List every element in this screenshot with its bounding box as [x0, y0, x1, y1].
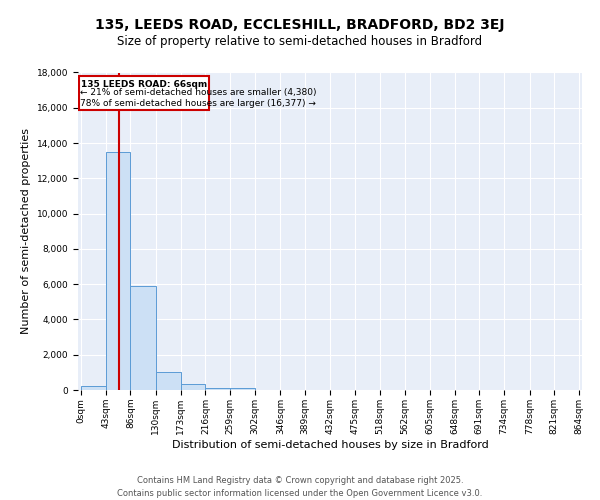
- Bar: [130, 286, 156, 390]
- Y-axis label: Number of semi-detached properties: Number of semi-detached properties: [21, 128, 31, 334]
- X-axis label: Distribution of semi-detached houses by size in Bradford: Distribution of semi-detached houses by …: [172, 440, 488, 450]
- Text: 78% of semi-detached houses are larger (16,377) →: 78% of semi-detached houses are larger (…: [80, 99, 316, 108]
- Bar: [81, 386, 106, 390]
- Text: ← 21% of semi-detached houses are smaller (4,380): ← 21% of semi-detached houses are smalle…: [80, 88, 317, 96]
- Text: 135, LEEDS ROAD, ECCLESHILL, BRADFORD, BD2 3EJ: 135, LEEDS ROAD, ECCLESHILL, BRADFORD, B…: [95, 18, 505, 32]
- Bar: [230, 388, 255, 390]
- Bar: [181, 384, 205, 390]
- Text: Contains HM Land Registry data © Crown copyright and database right 2025.
Contai: Contains HM Land Registry data © Crown c…: [118, 476, 482, 498]
- Text: 135 LEEDS ROAD: 66sqm: 135 LEEDS ROAD: 66sqm: [81, 80, 207, 89]
- Text: Size of property relative to semi-detached houses in Bradford: Size of property relative to semi-detach…: [118, 35, 482, 48]
- Bar: [106, 152, 130, 390]
- FancyBboxPatch shape: [79, 76, 209, 110]
- Bar: [156, 372, 181, 390]
- Bar: [205, 388, 230, 390]
